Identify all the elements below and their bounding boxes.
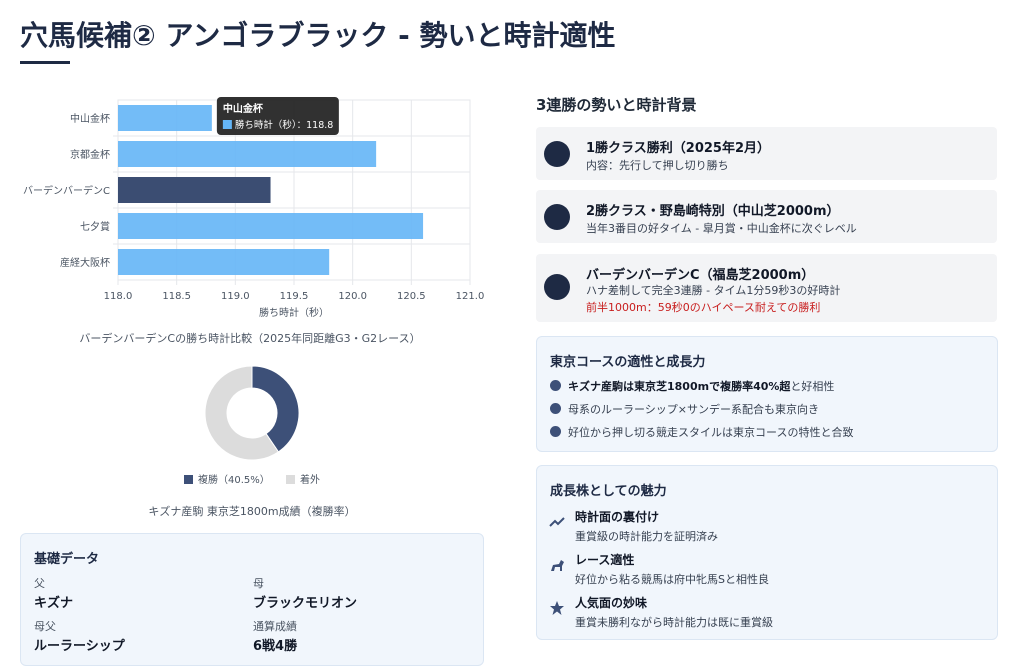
card-note: 前半1000m：59秒0のハイペース耐えての勝利 bbox=[586, 301, 821, 314]
legend-label: 複勝（40.5%） bbox=[198, 473, 270, 486]
growth-card: 成長株としての魅力 時計面の裏付け 重賞級の時計能力を証明済み レース適性 好位… bbox=[536, 465, 998, 640]
timeline-card: 1勝クラス勝利（2025年2月） 内容：先行して押し切り勝ち bbox=[536, 127, 997, 180]
item-text: と好相性 bbox=[790, 380, 835, 393]
legend-swatch bbox=[184, 475, 193, 484]
tooltip-text: 勝ち時計（秒）：118.8 bbox=[235, 119, 333, 131]
card-title: 2勝クラス・野島崎特別（中山芝2000m） bbox=[586, 204, 840, 219]
charts: 118.0 118.5 119.0 119.5 120.0 120.5 121.0 中山金杯京… bbox=[23, 97, 485, 518]
y-tick-label: 産経大阪杯 bbox=[60, 256, 110, 269]
donut-slice bbox=[204, 365, 280, 461]
tooltip-value: 118.8 bbox=[306, 120, 333, 131]
card-title: バーデンバーデンC（福島芝2000m） bbox=[586, 268, 815, 283]
tooltip-box bbox=[216, 97, 339, 135]
tooltip-title: 中山金杯 bbox=[223, 102, 264, 115]
card-text: 内容：先行して押し切り勝ち bbox=[586, 159, 729, 172]
y-tick-label: バーデンバーデンC bbox=[23, 184, 110, 197]
item-text: 好位から押し切る競走スタイルは東京コースの特性と合致 bbox=[568, 426, 854, 439]
tooltip-swatch bbox=[222, 120, 232, 129]
section-title: 3連勝の勢いと時計背景 bbox=[536, 96, 697, 114]
bar bbox=[118, 213, 424, 239]
legend-swatch bbox=[286, 475, 295, 484]
tokyo-card: 東京コースの適性と成長力 キズナ産駒は東京芝1800mで複勝率40%超と好相性 … bbox=[536, 336, 998, 452]
basic-data: 基礎データ 父 キズナ 母 ブラックモリオン 母父 ルーラーシップ 通算成績 6… bbox=[20, 533, 484, 666]
bar bbox=[118, 141, 377, 167]
x-tick-label: 118.5 bbox=[162, 291, 191, 302]
x-tick-label: 121.0 bbox=[456, 291, 485, 302]
field-value: キズナ bbox=[34, 596, 74, 611]
x-tick-label: 120.0 bbox=[338, 291, 367, 302]
chart-title: キズナ産駒 東京芝1800m成績（複勝率） bbox=[148, 504, 355, 518]
x-axis-label: 勝ち時計（秒） bbox=[259, 306, 329, 319]
basic-title: 基礎データ bbox=[34, 552, 100, 567]
field-label: 母父 bbox=[34, 620, 56, 633]
trend-icon bbox=[549, 517, 565, 527]
page-title: 穴馬候補② アンゴラブラック - 勢いと時計適性 bbox=[20, 19, 616, 52]
y-tick-label: 中山金杯 bbox=[70, 112, 110, 125]
field-value: ルーラーシップ bbox=[34, 639, 125, 654]
title-underline bbox=[20, 61, 70, 64]
trophy-icon bbox=[544, 204, 570, 230]
tooltip-sep: ： bbox=[297, 120, 307, 131]
item-title: 時計面の裏付け bbox=[575, 510, 660, 524]
item-title: 人気面の妙味 bbox=[575, 596, 648, 610]
field-label: 父 bbox=[34, 577, 45, 590]
card-text: ハナ差制して完全3連勝 - タイム1分59秒3の好時計 bbox=[586, 284, 841, 297]
tokyo-title: 東京コースの適性と成長力 bbox=[550, 355, 706, 370]
check-item: 好位から押し切る競走スタイルは東京コースの特性と合致 bbox=[550, 424, 853, 440]
field-label: 母 bbox=[253, 577, 264, 590]
item-text: 重賞未勝利ながら時計能力は既に重賞級 bbox=[575, 616, 773, 629]
chart-title: バーデンバーデンCの勝ち時計比較（2025年同距離G3・G2レース） bbox=[79, 331, 420, 345]
legend-label: 着外 bbox=[300, 473, 320, 486]
item-text: 母系のルーラーシップ×サンデー系配合も東京向き bbox=[568, 403, 819, 416]
tooltip-series: 勝ち時計（秒） bbox=[235, 119, 297, 131]
star-icon bbox=[550, 601, 564, 615]
item-text: 好位から粘る競馬は府中牝馬Sと相性良 bbox=[575, 573, 769, 586]
trophy-icon bbox=[544, 141, 570, 167]
item-text: 重賞級の時計能力を証明済み bbox=[575, 530, 718, 543]
y-tick-label: 京都金杯 bbox=[70, 148, 110, 161]
x-tick-label: 119.0 bbox=[221, 291, 250, 302]
card-title: 1勝クラス勝利（2025年2月） bbox=[586, 141, 771, 156]
timeline-card: バーデンバーデンC（福島芝2000m） ハナ差制して完全3連勝 - タイム1分5… bbox=[536, 254, 997, 322]
card-text: 当年3番目の好タイム - 皐月賞・中山金杯に次ぐレベル bbox=[586, 222, 857, 235]
growth-title: 成長株としての魅力 bbox=[550, 484, 667, 499]
timeline-card: 2勝クラス・野島崎特別（中山芝2000m） 当年3番目の好タイム - 皐月賞・中… bbox=[536, 190, 997, 243]
field-label: 通算成績 bbox=[253, 620, 297, 633]
donut-slice bbox=[251, 365, 300, 453]
bar bbox=[118, 249, 330, 275]
item-strong: キズナ産駒は東京芝1800mで複勝率40%超 bbox=[568, 380, 791, 393]
field-value: ブラックモリオン bbox=[253, 596, 358, 611]
bar bbox=[118, 177, 271, 203]
field-value: 6戦4勝 bbox=[253, 639, 298, 654]
trophy-icon bbox=[544, 274, 570, 300]
check-item: キズナ産駒は東京芝1800mで複勝率40%超と好相性 bbox=[550, 378, 834, 394]
x-tick-label: 120.5 bbox=[397, 291, 426, 302]
x-tick-label: 118.0 bbox=[104, 291, 133, 302]
horse-icon bbox=[551, 560, 564, 571]
x-tick-label: 119.5 bbox=[280, 291, 309, 302]
item-title: レース適性 bbox=[575, 553, 635, 567]
check-item: 母系のルーラーシップ×サンデー系配合も東京向き bbox=[550, 401, 819, 417]
bar bbox=[118, 105, 212, 131]
y-tick-label: 七夕賞 bbox=[80, 220, 110, 233]
